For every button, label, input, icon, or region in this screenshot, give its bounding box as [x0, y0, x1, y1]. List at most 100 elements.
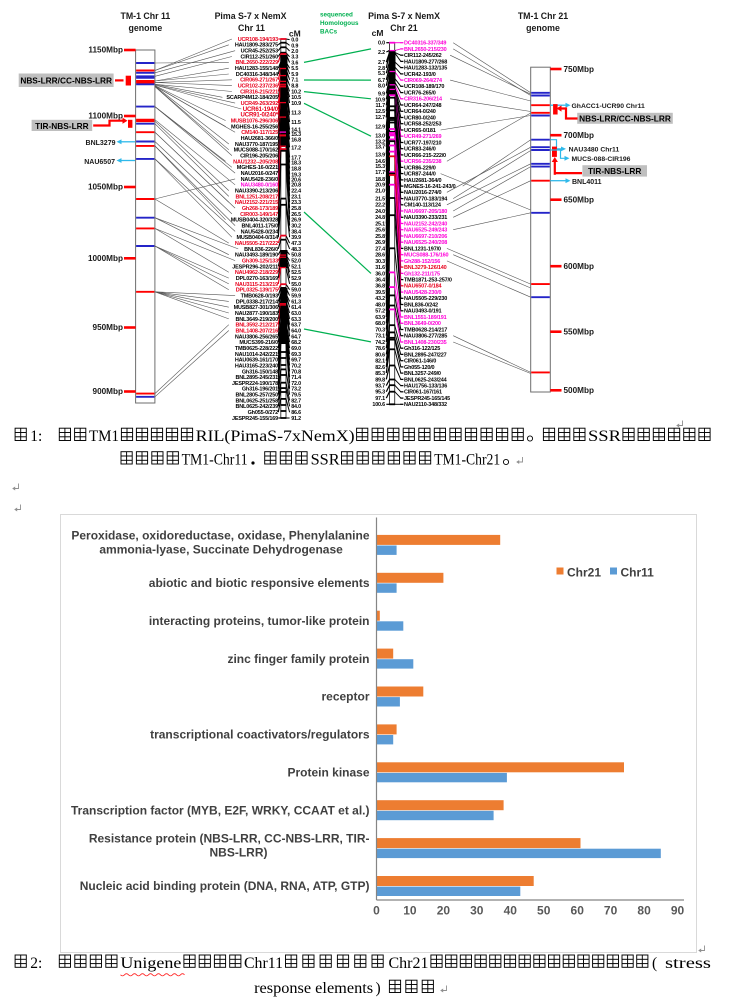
- svg-text:11.7: 11.7: [376, 103, 386, 109]
- svg-text:Homologous: Homologous: [320, 20, 359, 27]
- svg-text:15.3: 15.3: [291, 132, 301, 138]
- svg-text:UCR61-194/0: UCR61-194/0: [243, 106, 279, 113]
- svg-text:BNL1251-208/217: BNL1251-208/217: [235, 194, 278, 200]
- svg-text:CIR069-271/267: CIR069-271/267: [240, 78, 278, 84]
- svg-text:NAU5505-229/230: NAU5505-229/230: [404, 296, 447, 302]
- svg-text:18.8: 18.8: [375, 177, 385, 183]
- svg-text:SSR: SSR: [588, 428, 622, 445]
- svg-text:GhACC1-UCR90 Chr11: GhACC1-UCR90 Chr11: [572, 103, 645, 110]
- svg-text:interacting proteins, tumor-li: interacting proteins, tumor-like protein: [149, 614, 370, 628]
- svg-text:Gh316-150/148: Gh316-150/148: [242, 369, 278, 375]
- svg-text:Nucleic acid binding protein (: Nucleic acid binding protein (DNA, RNA, …: [80, 879, 370, 893]
- svg-text:63.0: 63.0: [291, 311, 301, 317]
- svg-text:BNL2805-257/250: BNL2805-257/250: [235, 393, 278, 399]
- svg-text:48.0: 48.0: [375, 302, 385, 308]
- svg-text:12.5: 12.5: [375, 109, 385, 115]
- svg-text:NAU2152-221/215: NAU2152-221/215: [235, 200, 278, 206]
- svg-text:HAU2681-366/0: HAU2681-366/0: [241, 136, 279, 142]
- svg-text:91.2: 91.2: [291, 416, 301, 422]
- svg-text:1100Mbp: 1100Mbp: [88, 112, 123, 121]
- svg-text:UCR80-0/240: UCR80-0/240: [404, 115, 436, 121]
- svg-text:BNL3279: BNL3279: [86, 140, 116, 147]
- svg-text:36.8: 36.8: [375, 284, 385, 290]
- svg-text:NAU3390-233/231: NAU3390-233/231: [404, 215, 447, 221]
- svg-text:NAU4962-218/229: NAU4962-218/229: [235, 270, 278, 276]
- svg-text:52.9: 52.9: [291, 276, 301, 282]
- svg-text:CIR061-167/161: CIR061-167/161: [404, 390, 442, 396]
- svg-text:MUSB1076-296/306: MUSB1076-296/306: [231, 119, 278, 125]
- svg-text:25.8: 25.8: [291, 206, 301, 212]
- svg-text:NAU5428-230/0: NAU5428-230/0: [404, 290, 442, 296]
- svg-text:TM1-Chr21: TM1-Chr21: [434, 452, 500, 469]
- svg-text:NAU3806-277/285: NAU3806-277/285: [404, 334, 447, 340]
- svg-text:HAU2681-364/0: HAU2681-364/0: [404, 178, 442, 184]
- svg-text:cM: cM: [372, 28, 384, 38]
- svg-text:59.0: 59.0: [291, 288, 301, 294]
- svg-text:UCR66-215-222/0: UCR66-215-222/0: [404, 153, 446, 159]
- svg-text:Gh288-152/156: Gh288-152/156: [404, 259, 440, 265]
- svg-text:47.3: 47.3: [291, 241, 301, 247]
- svg-text:BNL2650-222/229: BNL2650-222/229: [235, 60, 278, 66]
- svg-text:68.2: 68.2: [291, 340, 301, 346]
- svg-text:82.1: 82.1: [375, 359, 385, 365]
- svg-text:550Mbp: 550Mbp: [564, 328, 594, 337]
- svg-text:18.3: 18.3: [291, 161, 301, 167]
- svg-text:UCR42-193/0: UCR42-193/0: [404, 72, 436, 78]
- svg-text:80: 80: [637, 904, 651, 918]
- svg-text:95.3: 95.3: [375, 390, 385, 396]
- svg-text:NAU6525-249/243: NAU6525-249/243: [404, 228, 447, 234]
- svg-text:10.2: 10.2: [291, 89, 301, 95]
- svg-text:BNL0625-251/258: BNL0625-251/258: [235, 398, 278, 404]
- svg-text:900Mbp: 900Mbp: [93, 387, 123, 396]
- svg-text:72.0: 72.0: [291, 381, 301, 387]
- svg-text:NAU5505-217/222: NAU5505-217/222: [235, 241, 278, 247]
- svg-text:TM1: TM1: [89, 428, 119, 445]
- svg-text:700Mbp: 700Mbp: [564, 131, 594, 140]
- svg-text:0.9: 0.9: [291, 43, 298, 49]
- svg-text:UCR56-235/238: UCR56-235/238: [404, 159, 442, 165]
- svg-text:63.3: 63.3: [291, 317, 301, 323]
- svg-text:20.8: 20.8: [291, 183, 301, 189]
- svg-text:55.0: 55.0: [291, 282, 301, 288]
- svg-text:73.2: 73.2: [291, 387, 301, 393]
- svg-text:61.4: 61.4: [291, 305, 301, 311]
- svg-text:BNL0625-243/244: BNL0625-243/244: [404, 377, 448, 383]
- svg-text:NAU6697-205/180: NAU6697-205/180: [404, 209, 447, 215]
- svg-text:21.0: 21.0: [375, 189, 385, 195]
- svg-text:50: 50: [537, 904, 551, 918]
- svg-text:8.8: 8.8: [291, 84, 298, 90]
- svg-text:12.9: 12.9: [375, 124, 385, 130]
- svg-text:Chr 11: Chr 11: [238, 23, 265, 33]
- svg-text:84.0: 84.0: [291, 404, 301, 410]
- svg-text:HAU1809-283/275: HAU1809-283/275: [235, 43, 278, 49]
- svg-text:DPL0325-139/175: DPL0325-139/175: [236, 288, 278, 294]
- svg-text:UCR77-197/210: UCR77-197/210: [404, 140, 442, 146]
- svg-text:11.3: 11.3: [291, 111, 301, 117]
- svg-text:0.0: 0.0: [378, 41, 385, 47]
- svg-text:HAU0639-161/170: HAU0639-161/170: [235, 358, 278, 364]
- svg-text:CIR003-149/147: CIR003-149/147: [240, 212, 278, 218]
- svg-text:JESPR224-190/178: JESPR224-190/178: [232, 381, 278, 387]
- svg-text:71.4: 71.4: [291, 375, 301, 381]
- svg-text:20.6: 20.6: [291, 177, 301, 183]
- svg-text:Chr21: Chr21: [567, 566, 601, 580]
- svg-text:750Mbp: 750Mbp: [564, 65, 594, 74]
- svg-text:MUCS088-170/162: MUCS088-170/162: [234, 148, 279, 154]
- svg-text:BNL836-0/242: BNL836-0/242: [404, 302, 438, 308]
- svg-text:39.5: 39.5: [375, 290, 385, 296]
- svg-text:17.7: 17.7: [375, 170, 385, 176]
- svg-text:CIR112-251/260: CIR112-251/260: [240, 54, 278, 60]
- svg-text:52.5: 52.5: [291, 270, 301, 276]
- svg-text:TMB0628-214/217: TMB0628-214/217: [404, 327, 447, 333]
- svg-text:2.8: 2.8: [378, 66, 385, 72]
- svg-text:NAU1232--205/208: NAU1232--205/208: [233, 159, 278, 165]
- svg-text:MUCS-088-CIR196: MUCS-088-CIR196: [572, 156, 631, 163]
- svg-text:11.5: 11.5: [291, 120, 301, 126]
- svg-text:25.6: 25.6: [375, 228, 385, 234]
- svg-text:CM140-113/124: CM140-113/124: [404, 203, 442, 209]
- svg-text:CIR316-206/214: CIR316-206/214: [404, 97, 443, 103]
- svg-text:ammonia-lyase, Succinate Dehyd: ammonia-lyase, Succinate Dehydrogenase: [99, 542, 343, 556]
- svg-text:BNL3257-249/0: BNL3257-249/0: [404, 371, 441, 377]
- svg-text:Chr11: Chr11: [621, 566, 655, 580]
- svg-text:MGHES-16-255/256: MGHES-16-255/256: [231, 124, 278, 130]
